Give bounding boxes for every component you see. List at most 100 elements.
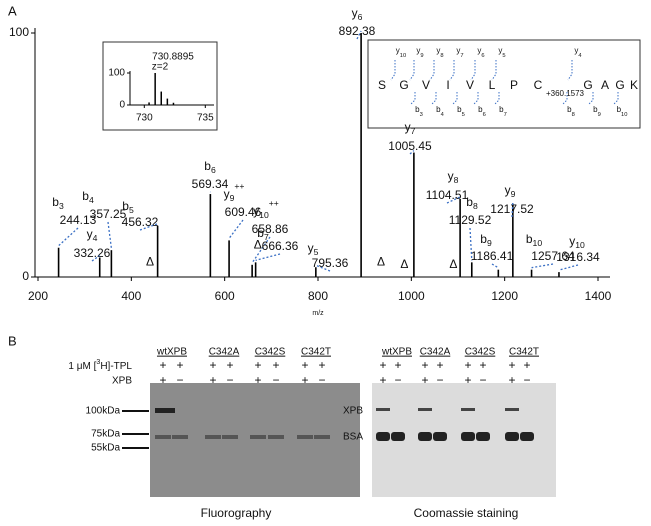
b-bracket [588,92,594,105]
b-ion: b7 [499,105,507,117]
ion-label: b4 [82,189,94,205]
band-label: BSA [343,432,363,443]
tpl-label-part: 1 μM [ [68,361,96,372]
residue: V [466,78,474,92]
x-axis-label: m/z [312,310,324,317]
b-bracket [431,92,437,105]
xpb-sign: − [436,373,443,387]
mass-label: 1316.34 [556,250,600,264]
lane-group: wtXPB [381,347,412,358]
ion-label: y5 [308,241,319,257]
residue: C [534,78,543,92]
residue: A [601,78,609,92]
mass-label: 795.36 [312,256,349,270]
residue: V [422,78,430,92]
tpl-sign: + [301,358,308,372]
y-ion: y8 [436,46,443,58]
label-leader [139,223,158,231]
y-bracket [567,60,573,81]
mass-label: 1129.52 [449,213,492,227]
label-leader [58,227,79,247]
neutral-loss-marker: Δ [146,255,154,269]
y-bracket [429,60,435,81]
b-ion: b3 [415,105,423,117]
xpb-band [505,408,519,411]
bsa-band [476,432,490,441]
label-leader [531,263,554,269]
tpl-sign: + [379,358,386,372]
y-tick-label: 0 [22,269,29,283]
tpl-sign: + [421,358,428,372]
xpb-sign: + [301,373,308,387]
xpb-sign: + [508,373,515,387]
ion-label: b8 [466,195,478,211]
ion-label: y4 [87,227,98,243]
ion-label: b3 [52,195,64,211]
panel-label: B [8,333,17,348]
xpb-sign: − [272,373,279,387]
xpb-sign: − [226,373,233,387]
label-leader [446,196,461,204]
tpl-sign: + [226,358,233,372]
bsa-band [418,432,432,441]
bsa-band [297,435,313,439]
y-ion: y10 [396,46,406,58]
lane-group: C342S [465,347,496,358]
label-leader [491,263,499,269]
ion-label: y8 [448,169,459,185]
residue: G [615,78,624,92]
b-bracket [613,92,619,105]
inset-x-tick-label: 735 [197,113,214,124]
inset-y-tick-label: 0 [119,100,125,111]
mass-label: 892.38 [339,24,376,38]
x-tick-label: 1000 [398,289,425,303]
residue: S [378,78,386,92]
bsa-band [461,432,475,441]
b-ion: b8 [567,105,575,117]
ion-label: b5 [122,199,134,215]
y-bracket [491,60,497,81]
xpb-sign: − [394,373,401,387]
xpb-sign: − [176,373,183,387]
xpb-sign: + [254,373,261,387]
x-tick-label: 600 [215,289,235,303]
label-leader [469,227,473,261]
tpl-sign: + [272,358,279,372]
xpb-band [418,408,432,411]
ion-label: y7 [405,120,416,136]
inset-title: 730.8895 [152,52,194,63]
b-bracket [473,92,479,105]
inset-y-tick-label: 100 [108,68,125,79]
bsa-band [391,432,405,441]
mass-label: 332.26 [74,246,111,260]
tpl-sign: + [464,358,471,372]
residue: K [630,78,638,92]
ion-label: y9 [505,183,516,199]
residue: L [489,78,496,92]
inset-box [102,41,218,131]
bsa-band [268,435,284,439]
ion-label: b6 [204,159,216,175]
mass-label: 244.13 [60,213,97,227]
mass-label: 1186.41 [471,249,514,263]
y-ion: y4 [574,46,582,58]
label-leader [511,201,514,218]
y-bracket [409,60,415,81]
neutral-loss-marker: Δ [400,257,408,271]
tpl-label-part: 3 [96,359,100,366]
tpl-label: 1 μM [3H]-TPL [68,359,132,372]
residue: I [446,78,449,92]
caption: Coomassie staining [414,506,519,520]
tpl-sign: + [479,358,486,372]
xpb-band [461,408,475,411]
tpl-sign: + [318,358,325,372]
xpb-sign: + [209,373,216,387]
b-bracket [452,92,458,105]
x-tick-label: 800 [308,289,328,303]
lane-group: wtXPB [156,347,187,358]
xpb-sign: − [523,373,530,387]
b-ion: b5 [457,105,465,117]
label-leader [315,264,331,272]
mass-label: 1257.64 [531,249,575,263]
bsa-band [505,432,519,441]
